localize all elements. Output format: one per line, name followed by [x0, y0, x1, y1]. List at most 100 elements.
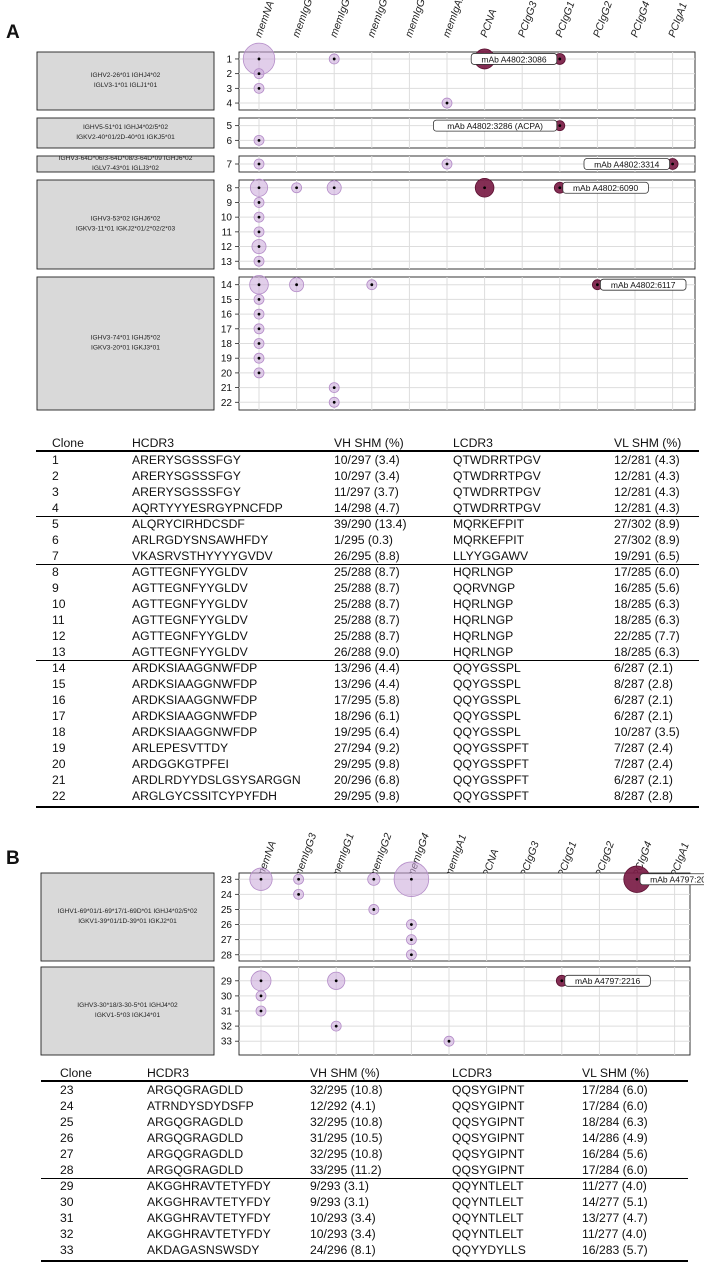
- table-header-cell: HCDR3: [132, 436, 174, 450]
- table-cell: 7/287 (2.4): [614, 757, 673, 771]
- table-cell: ATRNDYSDYDSFP: [147, 1099, 254, 1113]
- table-cell: ARDKSIAAGGNWFDP: [132, 709, 258, 723]
- table-cell: 17/284 (6.0): [582, 1083, 648, 1097]
- table-clone-id: 16: [52, 693, 66, 707]
- mab-callout-label: mAb A4802:6090: [573, 183, 638, 193]
- table-cell: ARERYSGSSSFGY: [132, 485, 241, 499]
- bubble-center-dot: [372, 877, 376, 881]
- table-cell: 31/295 (10.5): [310, 1131, 383, 1145]
- bubble-center-dot: [257, 201, 261, 204]
- table-cell: VKASRVSTHYYYYGVDV: [132, 549, 273, 563]
- bubble-center-dot: [558, 57, 562, 61]
- table-cell: 9/293 (3.1): [310, 1195, 369, 1209]
- table-header-cell: Clone: [60, 1066, 92, 1080]
- table-cell: 6/287 (2.1): [614, 773, 673, 787]
- mab-callout-box: [432, 119, 558, 132]
- table-cell: AGTTEGNFYYGLDV: [132, 613, 248, 627]
- table-cell: 16/284 (5.6): [582, 1147, 648, 1161]
- table-cell: 18/285 (6.3): [614, 597, 680, 611]
- table-cell: QTWDRRTPGV: [453, 453, 541, 467]
- clone-row-label: 3: [226, 84, 232, 95]
- table-clone-id: 33: [60, 1243, 74, 1257]
- table-cell: AGTTEGNFYYGLDV: [132, 597, 248, 611]
- table-cell: 6/287 (2.1): [614, 661, 673, 675]
- bubble-center-dot: [558, 124, 562, 128]
- gene-label: IGKV1-5*03 IGKJ4*01: [95, 1012, 161, 1019]
- gene-box: [36, 155, 215, 173]
- table-cell: ARGQGRAGDLD: [147, 1083, 244, 1097]
- bubble-center-dot: [445, 162, 449, 166]
- table-cell: 29/295 (9.8): [334, 789, 400, 803]
- clone-row-label: 25: [221, 905, 233, 916]
- gene-box: [36, 51, 215, 111]
- table-cell: ARERYSGSSSFGY: [132, 469, 241, 483]
- column-label-PCIgG2: PCIgG2: [591, 0, 615, 39]
- table-clone-id: 15: [52, 677, 66, 691]
- bubble-center-dot: [257, 215, 261, 219]
- table-clone-id: 30: [60, 1195, 74, 1209]
- table-cell: HQRLNGP: [453, 613, 514, 627]
- bubble-center-dot: [334, 1024, 338, 1028]
- bubble-center-dot: [257, 57, 261, 61]
- gene-label: IGLV7-43*01 IGLJ3*02: [92, 165, 159, 172]
- table-clone-id: 26: [60, 1131, 74, 1145]
- clone-row-label: 22: [221, 398, 233, 409]
- table-cell: 12/281 (4.3): [614, 485, 680, 499]
- table-cell: QQSYGIPNT: [452, 1099, 525, 1113]
- table-clone-id: 3: [52, 485, 59, 499]
- bubble-center-dot: [483, 186, 486, 190]
- table-cell: 11/277 (4.0): [582, 1227, 647, 1241]
- table-cell: 27/302 (8.9): [614, 533, 680, 547]
- table-cell: QQYGSSPL: [453, 677, 521, 691]
- table-cell: ARGQGRAGDLD: [147, 1131, 244, 1145]
- table-cell: QTWDRRTPGV: [453, 485, 541, 499]
- bubble-center-dot: [295, 186, 298, 190]
- gene-box: [40, 872, 215, 962]
- clone-row-label: 10: [221, 213, 233, 224]
- table-cell: QQYYDYLLS: [452, 1243, 526, 1257]
- table-clone-id: 32: [60, 1227, 74, 1241]
- gene-box: [36, 179, 215, 270]
- table-clone-id: 22: [52, 789, 66, 803]
- table-cell: 10/293 (3.4): [310, 1227, 376, 1241]
- column-label-PCIgA1: PCIgA1: [666, 1, 690, 39]
- table-cell: QQSYGIPNT: [452, 1131, 525, 1145]
- table-rule: [36, 660, 699, 662]
- table-clone-id: 4: [52, 501, 59, 515]
- plot-frame: [238, 51, 696, 111]
- mab-callout-label: mAb A4802:6117: [611, 280, 676, 290]
- table-cell: QQSYGIPNT: [452, 1115, 525, 1129]
- gene-box: [40, 966, 215, 1056]
- table-cell: LLYYGGAWV: [453, 549, 529, 563]
- table-cell: ARDKSIAAGGNWFDP: [132, 693, 258, 707]
- table-cell: ARGQGRAGDLD: [147, 1115, 244, 1129]
- table-cell: 18/285 (6.3): [614, 645, 680, 659]
- mab-callout-box: [470, 53, 558, 65]
- table-cell: 25/288 (8.7): [334, 597, 400, 611]
- mab-callout-box: [564, 974, 651, 987]
- table-clone-id: 9: [52, 581, 59, 595]
- table-cell: 18/284 (6.3): [582, 1115, 648, 1129]
- clone-row-label: 27: [221, 935, 233, 946]
- table-cell: 18/296 (6.1): [334, 709, 400, 723]
- table-cell: ARDKSIAAGGNWFDP: [132, 661, 258, 675]
- table-cell: ARLEPESVTTDY: [132, 741, 229, 755]
- table-clone-id: 11: [52, 613, 65, 627]
- table-cell: QQYGSSPL: [453, 709, 521, 723]
- table-cell: 19/291 (6.5): [614, 549, 680, 563]
- table-cell: AKGGHRAVTETYFDY: [147, 1227, 271, 1241]
- gene-label: IGKV2-40*01/2D-40*01 IGKJ5*01: [76, 134, 175, 141]
- gene-label: IGHV3-30*18/3-30-5*01 IGHJ4*02: [77, 1002, 178, 1009]
- gene-box: [36, 117, 215, 149]
- bubble-center-dot: [259, 979, 263, 983]
- bubble-center-dot: [259, 1009, 263, 1013]
- bubble-center-dot: [257, 342, 261, 345]
- clone-row-label: 1: [226, 54, 232, 65]
- table-header-cell: VL SHM (%): [582, 1066, 650, 1080]
- table-cell: 25/288 (8.7): [334, 581, 400, 595]
- column-label-memIgA1: memIgA1: [441, 0, 468, 39]
- bubble-center-dot: [560, 979, 564, 983]
- mab-callout-label: mAb A4797:2017: [650, 875, 704, 885]
- column-label-memIgG2: memIgG2: [365, 0, 392, 39]
- table-clone-id: 17: [52, 709, 66, 723]
